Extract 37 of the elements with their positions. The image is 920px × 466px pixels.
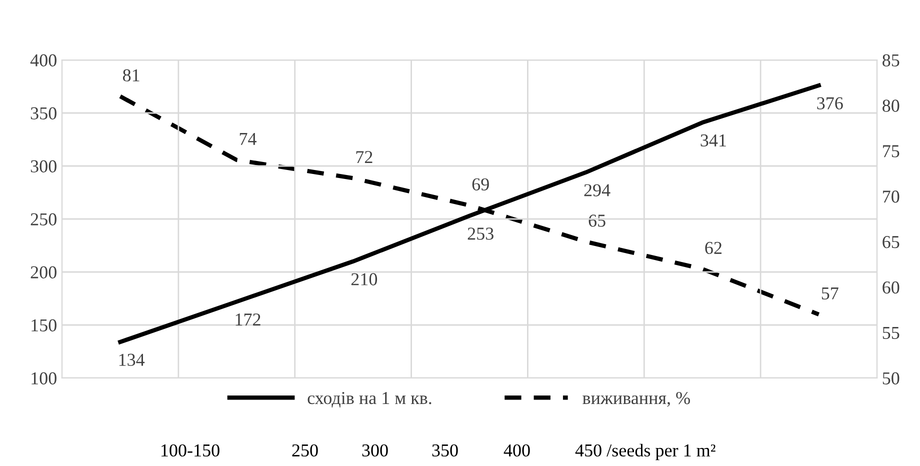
y-tick-label: 100: [32, 372, 56, 384]
data-label: 72: [356, 151, 372, 164]
data-label: 81: [122, 69, 140, 82]
data-label: 57: [822, 287, 838, 300]
data-label: 172: [236, 314, 260, 326]
data-label: 69: [472, 178, 489, 190]
y2-tick-label: 80: [882, 100, 900, 112]
data-label: 294: [584, 184, 610, 196]
legend-label: виживання, %: [582, 392, 690, 407]
data-label: 134: [119, 354, 145, 366]
y-tick-label: 300: [30, 160, 56, 172]
y2-tick-label: 60: [882, 281, 900, 294]
text: 400: [504, 444, 530, 457]
y-tick-label: 150: [32, 319, 56, 332]
y-tick-label: 200: [30, 266, 56, 278]
y2-tick-label: 75: [883, 145, 900, 158]
legend-label: сходів на 1 м кв.: [308, 392, 432, 408]
text: 350: [432, 444, 458, 457]
text: 450 /seeds per 1 m²: [575, 444, 716, 460]
text: 250: [292, 444, 318, 457]
data-label: 376: [817, 97, 843, 110]
data-label: 341: [700, 134, 726, 147]
y-tick-label: 350: [30, 107, 56, 120]
y-tick-label: 250: [30, 213, 56, 226]
data-label: 253: [468, 228, 494, 240]
y2-tick-label: 65: [882, 236, 900, 248]
y2-tick-label: 55: [882, 327, 900, 340]
text: 100-150: [162, 444, 220, 457]
data-label: 62: [705, 242, 722, 254]
y2-tick-label: 50: [882, 372, 900, 384]
data-label: 65: [588, 214, 606, 227]
y-tick-label: 400: [30, 54, 56, 66]
text: 300: [362, 444, 388, 457]
data-label: 74: [240, 132, 256, 145]
y2-tick-label: 70: [883, 190, 900, 203]
data-label: 210: [351, 273, 378, 286]
y2-tick-label: 85: [882, 54, 900, 66]
